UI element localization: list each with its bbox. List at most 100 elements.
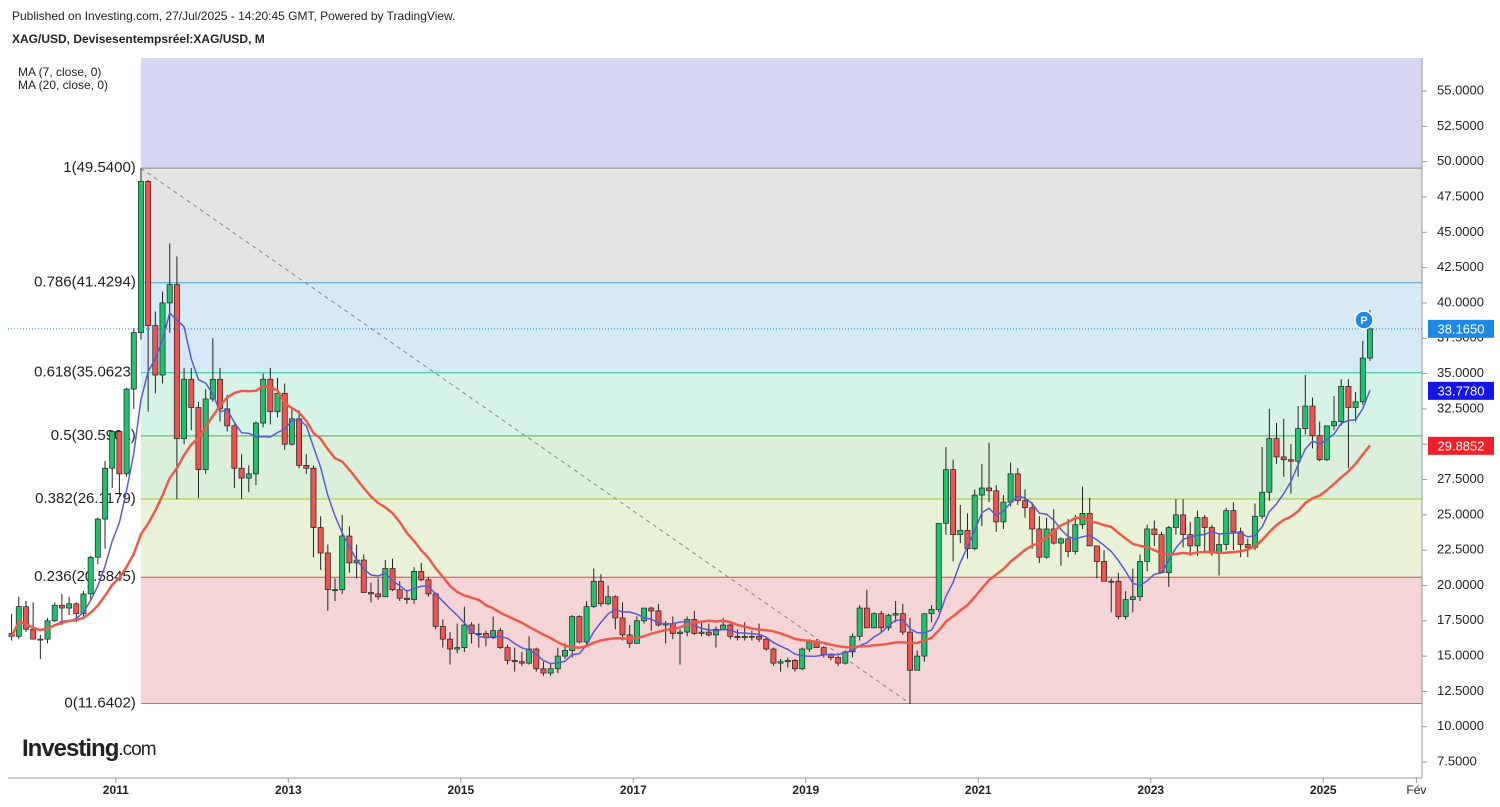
candle-body bbox=[1352, 401, 1359, 408]
candle-body bbox=[94, 518, 101, 558]
price-tag-label: 38.1650 bbox=[1438, 321, 1485, 336]
y-tick-label: 10.0000 bbox=[1437, 718, 1484, 733]
candle-body bbox=[346, 535, 353, 564]
candle-body bbox=[454, 647, 461, 650]
candle-body bbox=[490, 630, 497, 639]
candle-body bbox=[37, 638, 44, 641]
x-tick-label: 2025 bbox=[1310, 783, 1337, 797]
candle-body bbox=[1144, 528, 1151, 562]
candle-body bbox=[1338, 385, 1345, 422]
candle-body bbox=[130, 332, 137, 390]
candle-body bbox=[303, 465, 310, 469]
candle-body bbox=[1244, 544, 1251, 548]
candle-body bbox=[281, 393, 288, 445]
candle-body bbox=[224, 408, 231, 427]
candle-body bbox=[705, 631, 712, 636]
candle-body bbox=[188, 378, 195, 408]
candle-body bbox=[950, 469, 957, 535]
candle-body bbox=[1295, 428, 1302, 462]
candle-body bbox=[1201, 517, 1208, 528]
candle-body bbox=[605, 596, 612, 605]
candle-body bbox=[1093, 545, 1100, 562]
y-tick-label: 15.0000 bbox=[1437, 648, 1484, 663]
candle-body bbox=[540, 668, 547, 674]
candle-body bbox=[619, 617, 626, 636]
candle-body bbox=[1043, 528, 1050, 558]
y-tick-label: 20.0000 bbox=[1437, 577, 1484, 592]
candle-body bbox=[770, 648, 777, 664]
y-tick-label: 47.5000 bbox=[1437, 188, 1484, 203]
logo: Investing.com bbox=[22, 735, 156, 762]
candle-body bbox=[748, 635, 755, 638]
candle-body bbox=[123, 388, 130, 475]
candle-body bbox=[339, 535, 346, 591]
candle-body bbox=[863, 607, 870, 629]
candle-body bbox=[403, 597, 410, 600]
candle-body bbox=[1223, 510, 1230, 545]
candle-body bbox=[360, 559, 367, 593]
candle-body bbox=[1230, 510, 1237, 533]
candle-body bbox=[418, 570, 425, 581]
candle-body bbox=[1359, 357, 1366, 403]
fib-zones: 1(49.5400) 0.786(41.4294) 0.618(35.0623) 0.… bbox=[34, 58, 1422, 712]
candle-body bbox=[145, 181, 152, 326]
candle-body bbox=[288, 418, 295, 445]
candle-body bbox=[245, 473, 252, 479]
y-tick-label: 42.5000 bbox=[1437, 259, 1484, 274]
x-tick-label: Fév bbox=[1406, 783, 1426, 797]
candle-body bbox=[1316, 435, 1323, 461]
candle-body bbox=[1273, 438, 1280, 458]
candle-body bbox=[1180, 514, 1187, 535]
candle-body bbox=[698, 631, 705, 634]
candle-body bbox=[1194, 517, 1201, 547]
candle-body bbox=[533, 648, 540, 670]
candle-body bbox=[1172, 514, 1179, 528]
candle-body bbox=[928, 609, 935, 615]
candle-body bbox=[971, 494, 978, 550]
candle-body bbox=[439, 626, 446, 640]
candle-body bbox=[835, 657, 842, 664]
candle-body bbox=[396, 589, 403, 599]
candle-body bbox=[468, 624, 475, 634]
candle-body bbox=[914, 655, 921, 671]
candle-body bbox=[806, 641, 813, 650]
logo-main: Investing bbox=[22, 735, 119, 762]
candle-body bbox=[518, 661, 525, 664]
y-tick-label: 45.0000 bbox=[1437, 224, 1484, 239]
candle-body bbox=[138, 181, 144, 333]
candle-body bbox=[260, 378, 267, 424]
y-tick-label: 40.0000 bbox=[1437, 294, 1484, 309]
plot: 7.5000 10.0000 12.5000 15.0000 17.5000 20.000… bbox=[8, 58, 1494, 797]
fib-level-label: 0(11.6402) bbox=[64, 695, 135, 712]
candle-body bbox=[317, 527, 324, 554]
candle-body bbox=[907, 631, 913, 671]
candle-body bbox=[202, 398, 209, 470]
candle-body bbox=[741, 635, 748, 639]
price-tag bbox=[1428, 319, 1494, 338]
candle-body bbox=[590, 580, 597, 608]
candle-body bbox=[655, 610, 662, 626]
y-tick-label: 50.0000 bbox=[1437, 153, 1484, 168]
indicator-legend: MA (7, close, 0) bbox=[18, 65, 101, 79]
y-tick-label: 22.5000 bbox=[1437, 542, 1484, 557]
candle-body bbox=[1323, 425, 1330, 461]
candle-body bbox=[1057, 538, 1064, 544]
candle-body bbox=[547, 668, 554, 674]
candle-body bbox=[878, 613, 885, 629]
candle-body bbox=[1101, 561, 1107, 582]
candle-body bbox=[1014, 473, 1021, 502]
candle-body bbox=[1086, 513, 1093, 547]
candle-body bbox=[66, 603, 73, 609]
candle-body bbox=[583, 606, 590, 643]
candle-body bbox=[1309, 405, 1316, 437]
x-tick-label: 2021 bbox=[965, 783, 992, 797]
candle-body bbox=[310, 467, 317, 528]
candle-body bbox=[375, 593, 382, 598]
candle-body bbox=[253, 422, 259, 475]
candle-body bbox=[720, 624, 727, 630]
candle-body bbox=[87, 556, 94, 595]
candle-body bbox=[763, 638, 770, 650]
candle-body bbox=[1108, 580, 1115, 583]
candle-body bbox=[677, 631, 683, 634]
candle-body bbox=[274, 393, 281, 413]
